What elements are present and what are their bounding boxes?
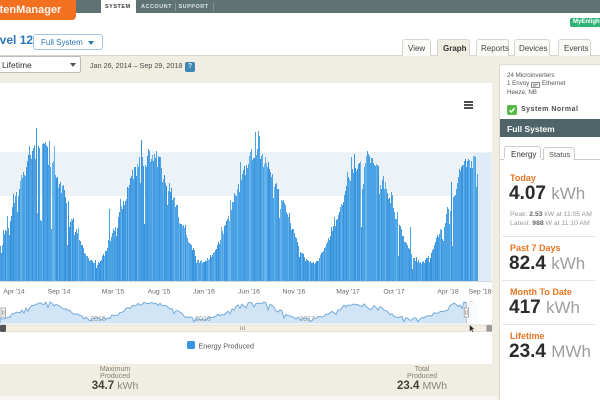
svg-text:Nov '16: Nov '16 bbox=[283, 289, 306, 296]
svg-text:Apr '14: Apr '14 bbox=[3, 289, 25, 296]
svg-text:Energy Produced: Energy Produced bbox=[199, 342, 255, 351]
svg-text:Sep '18: Sep '18 bbox=[469, 289, 492, 296]
svg-text:Aug '15: Aug '15 bbox=[148, 289, 171, 296]
svg-text:Oct '17: Oct '17 bbox=[383, 289, 405, 296]
svg-text:Jan '16: Jan '16 bbox=[193, 289, 215, 296]
svg-text:2015: 2015 bbox=[90, 316, 106, 323]
svg-text:2016: 2016 bbox=[195, 316, 211, 323]
svg-text:Jun '16: Jun '16 bbox=[238, 289, 260, 296]
svg-text:May '17: May '17 bbox=[336, 289, 360, 296]
svg-text:Apr '18: Apr '18 bbox=[437, 289, 459, 296]
svg-text:Sep '14: Sep '14 bbox=[48, 289, 71, 296]
svg-text:Mar '15: Mar '15 bbox=[102, 289, 125, 296]
svg-text:2017: 2017 bbox=[299, 316, 315, 323]
